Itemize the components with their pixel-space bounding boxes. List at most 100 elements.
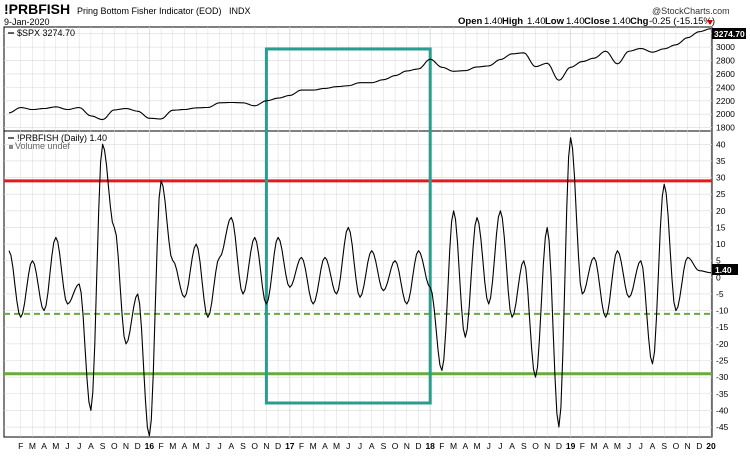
prbfish-legend: !PRBFISH (Daily) 1.40	[17, 133, 107, 143]
x-tick-label: 17	[285, 441, 295, 451]
x-tick-label: D	[415, 441, 421, 451]
x-tick-label: N	[263, 441, 269, 451]
x-tick-label: M	[450, 441, 457, 451]
low-value: 1.40	[566, 16, 585, 27]
x-tick-label: J	[65, 441, 69, 451]
prbfish-last-value-badge	[712, 264, 738, 275]
indicator-y-tick-label: 25	[716, 189, 726, 199]
x-tick-label: J	[217, 441, 221, 451]
indicator-y-tick-label: 5	[716, 256, 721, 266]
x-tick-label: 18	[425, 441, 435, 451]
price-y-tick-label: 2400	[716, 82, 735, 92]
x-tick-label: O	[673, 441, 680, 451]
indicator-y-tick-label: 0	[716, 272, 721, 282]
x-tick-label: F	[299, 441, 304, 451]
price-y-tick-label: 2000	[716, 109, 735, 119]
high-value: 1.40	[527, 16, 546, 27]
x-tick-label: A	[369, 441, 375, 451]
x-tick-label: S	[381, 441, 387, 451]
highlight-box	[264, 47, 432, 405]
indicator-y-tick-label: 35	[716, 156, 726, 166]
indicator-y-tick-label: -5	[716, 289, 724, 299]
indicator-y-tick-label: 15	[716, 222, 726, 232]
x-tick-label: 20	[706, 441, 716, 451]
indicator-y-tick-label: 10	[716, 239, 726, 249]
indicator-y-tick-label: 20	[716, 206, 726, 216]
x-tick-label: O	[392, 441, 399, 451]
indicator-y-tick-label: -15	[716, 322, 729, 332]
highlight-box-layer	[264, 47, 432, 405]
open-label: Open	[458, 16, 482, 27]
x-tick-label: M	[193, 441, 200, 451]
open-value: 1.40	[484, 16, 503, 27]
spx-legend: $SPX 3274.70	[17, 28, 75, 38]
indicator-y-tick-label: -20	[716, 339, 729, 349]
chart-symbol: !PRBFISH	[4, 1, 70, 17]
x-tick-label: S	[240, 441, 246, 451]
indicator-y-tick-label: -10	[716, 306, 729, 316]
spx-price-line	[8, 28, 712, 121]
x-tick-label: N	[544, 441, 550, 451]
x-tick-label: A	[509, 441, 515, 451]
x-tick-label: O	[532, 441, 539, 451]
x-tick-label: S	[521, 441, 527, 451]
x-tick-label: 16	[145, 441, 155, 451]
x-tick-label: F	[158, 441, 163, 451]
close-label: Close	[584, 16, 610, 27]
x-tick-label: F	[439, 441, 444, 451]
indicator-y-tick-label: -40	[716, 405, 729, 415]
x-tick-label: J	[206, 441, 210, 451]
x-tick-label: M	[29, 441, 36, 451]
series-lines	[8, 28, 712, 437]
volume-legend-swatch	[9, 145, 13, 149]
indicator-y-tick-label: -45	[716, 422, 729, 432]
x-tick-label: F	[580, 441, 585, 451]
price-y-tick-label: 3000	[716, 42, 735, 52]
x-tick-label: J	[358, 441, 362, 451]
x-tick-label: N	[404, 441, 410, 451]
x-tick-label: N	[123, 441, 129, 451]
close-value: 1.40	[612, 16, 631, 27]
x-tick-label: M	[473, 441, 480, 451]
x-tick-label: A	[603, 441, 609, 451]
x-tick-label: D	[135, 441, 141, 451]
price-y-tick-label: 2800	[716, 56, 735, 66]
x-tick-label: A	[41, 441, 47, 451]
x-tick-label: M	[52, 441, 59, 451]
indicator-y-tick-label: -25	[716, 356, 729, 366]
prbfish-last-value: 1.40	[715, 265, 732, 275]
x-tick-label: M	[590, 441, 597, 451]
price-y-tick-label: 1800	[716, 123, 735, 133]
x-tick-label: J	[77, 441, 81, 451]
watermark: @StockCharts.com	[652, 6, 730, 16]
prbfish-indicator-line	[8, 137, 712, 437]
indicator-y-tick-label: 30	[716, 173, 726, 183]
x-tick-label: J	[498, 441, 502, 451]
x-tick-label: J	[639, 441, 643, 451]
x-tick-label: A	[182, 441, 188, 451]
chg-value: -0.25 (-15.15%)	[649, 16, 715, 27]
x-tick-label: J	[627, 441, 631, 451]
chg-label: Chg	[630, 16, 649, 27]
x-tick-label: J	[346, 441, 350, 451]
reference-lines	[4, 179, 712, 376]
chart-description: Pring Bottom Fisher Indicator (EOD)	[77, 6, 222, 16]
x-tick-label: D	[556, 441, 562, 451]
high-label: High	[502, 16, 523, 27]
price-y-tick-label: 2200	[716, 96, 735, 106]
spx-last-value: 3274.70	[714, 29, 745, 39]
x-tick-label: A	[228, 441, 234, 451]
indicator-y-tick-label: 40	[716, 139, 726, 149]
x-tick-label: D	[696, 441, 702, 451]
x-axis-ticks: F M A M J J A S O N D 16 F M A M J J A S O N D 17 F M A M J J A S O N D 18 F…	[18, 441, 716, 451]
low-label: Low	[545, 16, 565, 27]
down-triangle-icon	[707, 20, 713, 25]
x-tick-label: M	[169, 441, 176, 451]
x-tick-label: F	[18, 441, 23, 451]
x-tick-label: A	[322, 441, 328, 451]
x-tick-label: M	[310, 441, 317, 451]
x-tick-label: A	[650, 441, 656, 451]
x-tick-label: N	[685, 441, 691, 451]
price-grid	[4, 27, 712, 131]
